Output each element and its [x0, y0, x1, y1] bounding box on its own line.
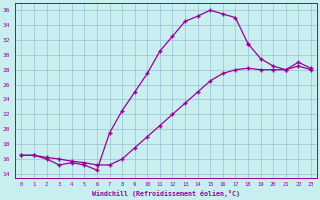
X-axis label: Windchill (Refroidissement éolien,°C): Windchill (Refroidissement éolien,°C) — [92, 190, 240, 197]
